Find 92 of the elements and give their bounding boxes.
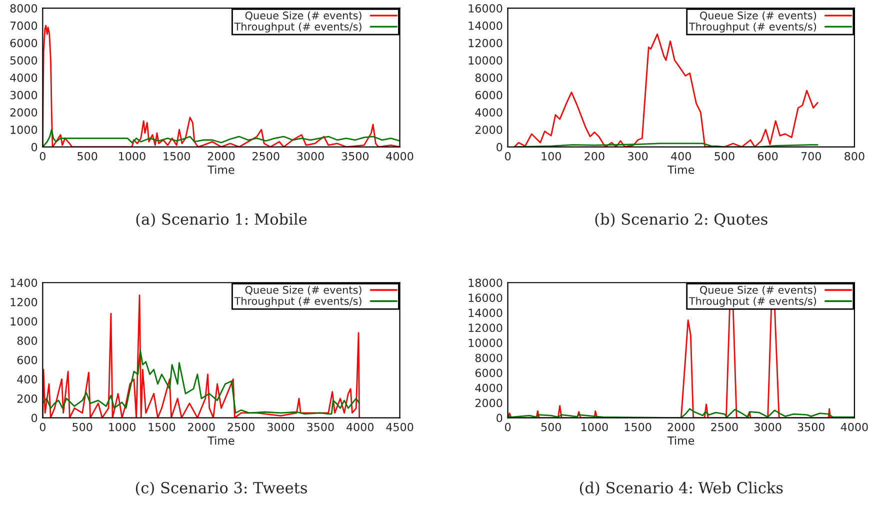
x-tick-label: 2000 — [188, 422, 215, 432]
x-tick-label: 2000 — [668, 422, 695, 432]
y-tick-label: 0 — [496, 414, 502, 422]
legend-label: Queue Size (# events) — [700, 11, 816, 21]
text: (b) Scenario 2: Quotes — [595, 213, 768, 228]
x-tick-label: 3000 — [297, 152, 324, 160]
x-tick-label: 300 — [628, 152, 648, 160]
x-tick-label: 2000 — [208, 152, 235, 160]
y-tick-label: 1400 — [10, 278, 38, 288]
x-tick-label: 2500 — [252, 152, 280, 160]
x-tick-label: 2500 — [711, 422, 738, 432]
y-tick-label: 14000 — [468, 308, 502, 318]
line-series — [42, 294, 360, 418]
x-tick-label: 500 — [78, 152, 98, 160]
y-tick-label: 8000 — [10, 4, 38, 13]
y-tick-label: 600 — [17, 356, 38, 364]
y-tick-label: 800 — [17, 336, 38, 345]
y-tick-label: 400 — [17, 375, 38, 384]
x-tick-label: 1500 — [148, 422, 176, 432]
x-tick-label: 4000 — [840, 422, 868, 432]
legend-label: Queue Size (# events) — [245, 11, 362, 21]
x-axis-title: Time — [208, 165, 234, 174]
y-tick-label: 0 — [31, 142, 38, 152]
y-tick-label: 1000 — [10, 317, 38, 326]
x-tick-label: 500 — [72, 422, 92, 432]
x-axis-title: Time — [667, 165, 694, 174]
x-tick-label: 1000 — [119, 152, 146, 160]
y-tick-label: 1200 — [10, 298, 38, 306]
x-tick-label: 100 — [542, 152, 561, 160]
y-tick-label: 14000 — [468, 22, 502, 30]
y-tick-label: 18000 — [468, 278, 502, 288]
x-tick-label: 0 — [504, 422, 511, 432]
y-tick-label: 8000 — [475, 354, 502, 362]
x-tick-label: 3000 — [754, 422, 782, 432]
y-tick-label: 6000 — [475, 368, 502, 378]
y-tick-label: 16000 — [468, 4, 502, 13]
line-series — [42, 350, 360, 415]
text: (d) Scenario 4: Web Clicks — [580, 482, 783, 496]
x-axis-title: Time — [208, 436, 234, 445]
x-tick-label: 800 — [844, 152, 864, 160]
x-tick-label: 1000 — [109, 422, 136, 432]
x-tick-label: 500 — [714, 152, 734, 160]
y-tick-label: 4000 — [10, 74, 38, 82]
y-tick-label: 6000 — [10, 38, 38, 48]
x-tick-label: 4000 — [386, 152, 414, 160]
x-tick-label: 3500 — [342, 152, 369, 160]
x-axis-title: Time — [667, 436, 694, 445]
y-tick-label: 4000 — [475, 384, 502, 392]
legend-label: Queue Size (# events) — [245, 286, 362, 296]
y-tick-label: 1000 — [10, 126, 38, 134]
x-tick-label: 3000 — [267, 422, 294, 432]
x-tick-label: 400 — [671, 152, 691, 160]
text: (c) Scenario 3: Tweets — [136, 482, 307, 496]
y-tick-label: 7000 — [10, 22, 38, 30]
x-tick-label: 4500 — [386, 422, 414, 432]
x-tick-label: 0 — [40, 152, 46, 160]
legend-label: Throughput (# events/s) — [234, 296, 362, 307]
x-tick-label: 4000 — [346, 422, 374, 432]
y-tick-label: 5000 — [10, 56, 38, 65]
y-tick-label: 200 — [17, 394, 38, 403]
y-tick-label: 3000 — [10, 90, 38, 100]
x-tick-label: 700 — [801, 152, 821, 160]
legend-label: Throughput (# events/s) — [688, 22, 816, 33]
y-tick-label: 8000 — [475, 74, 502, 82]
y-tick-label: 16000 — [468, 294, 502, 302]
x-tick-label: 500 — [541, 422, 561, 432]
legend-label: Queue Size (# events) — [700, 286, 816, 296]
x-tick-label: 1500 — [624, 422, 652, 432]
line-series — [514, 34, 818, 147]
y-tick-label: 0 — [31, 414, 38, 422]
y-tick-label: 2000 — [10, 108, 38, 117]
x-tick-label: 600 — [758, 152, 778, 160]
y-tick-label: 10000 — [468, 56, 502, 65]
y-tick-label: 10000 — [468, 338, 502, 348]
legend-label: Throughput (# events/s) — [688, 296, 816, 307]
x-tick-label: 3500 — [307, 422, 334, 432]
y-tick-label: 12000 — [468, 324, 502, 332]
legend-label: Throughput (# events/s) — [234, 22, 362, 33]
text: (a) Scenario 1: Mobile — [136, 213, 307, 228]
y-tick-label: 4000 — [475, 108, 502, 117]
y-tick-label: 12000 — [468, 38, 502, 48]
x-tick-label: 0 — [504, 152, 511, 160]
y-tick-label: 6000 — [475, 90, 502, 100]
x-tick-label: 1500 — [164, 152, 190, 160]
x-tick-label: 2500 — [228, 422, 254, 432]
x-tick-label: 1000 — [582, 422, 608, 432]
x-tick-label: 0 — [40, 422, 46, 432]
y-tick-label: 2000 — [475, 398, 502, 408]
x-tick-label: 3500 — [798, 422, 825, 432]
y-tick-label: 0 — [496, 142, 502, 152]
y-tick-label: 2000 — [475, 126, 502, 134]
x-tick-label: 200 — [584, 152, 604, 160]
